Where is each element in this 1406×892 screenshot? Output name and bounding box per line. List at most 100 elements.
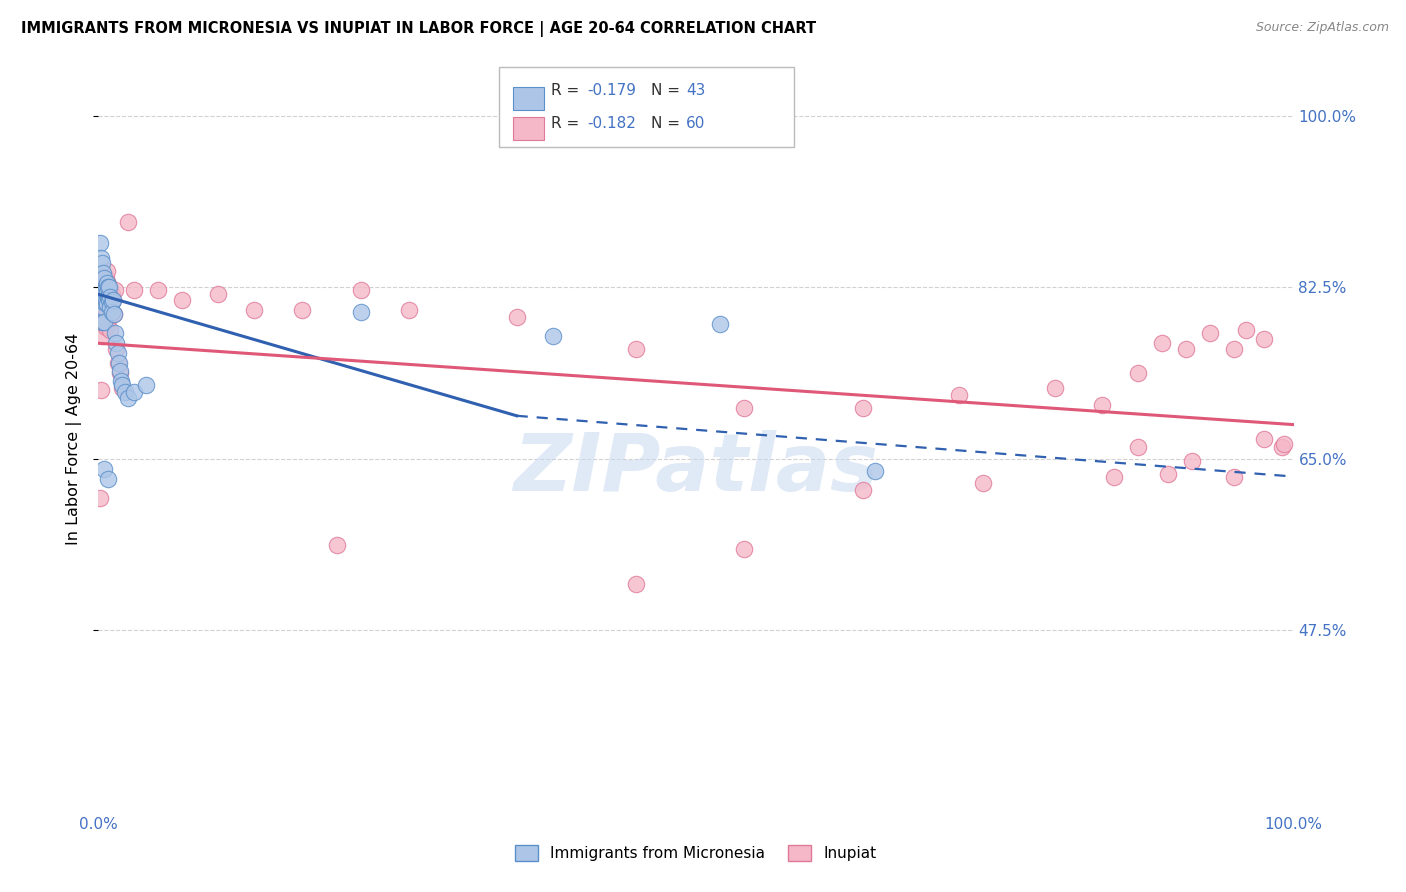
Text: R =: R = bbox=[551, 116, 585, 131]
Point bbox=[1271, 440, 1294, 454]
Point bbox=[1128, 366, 1150, 380]
Text: -0.179: -0.179 bbox=[588, 83, 637, 98]
Point bbox=[103, 307, 125, 321]
Point bbox=[1253, 332, 1275, 346]
Point bbox=[1272, 437, 1295, 451]
Point bbox=[541, 329, 564, 343]
Text: R =: R = bbox=[551, 83, 585, 98]
Point bbox=[350, 284, 373, 298]
Point bbox=[148, 284, 170, 298]
Point bbox=[626, 342, 648, 356]
Text: IMMIGRANTS FROM MICRONESIA VS INUPIAT IN LABOR FORCE | AGE 20-64 CORRELATION CHA: IMMIGRANTS FROM MICRONESIA VS INUPIAT IN… bbox=[21, 21, 817, 37]
Point bbox=[96, 297, 118, 311]
Point bbox=[101, 293, 124, 307]
Point bbox=[852, 483, 875, 498]
Point bbox=[1104, 469, 1126, 483]
Point bbox=[117, 391, 139, 405]
Point bbox=[972, 476, 994, 491]
Point bbox=[1223, 469, 1246, 483]
Point bbox=[96, 264, 118, 278]
Point bbox=[96, 285, 118, 300]
Point bbox=[105, 336, 128, 351]
Point bbox=[108, 366, 131, 380]
Point bbox=[98, 290, 122, 304]
Point bbox=[97, 277, 120, 292]
Point bbox=[94, 280, 117, 294]
Point bbox=[97, 471, 120, 485]
Point bbox=[243, 302, 266, 317]
Point bbox=[91, 300, 114, 314]
Text: N =: N = bbox=[651, 83, 685, 98]
Point bbox=[852, 401, 875, 415]
Point bbox=[94, 270, 117, 285]
Point bbox=[506, 310, 529, 324]
Point bbox=[97, 312, 120, 326]
Point bbox=[93, 461, 115, 475]
Point bbox=[865, 464, 887, 478]
Point bbox=[1175, 342, 1198, 356]
Point bbox=[1128, 440, 1150, 454]
Point bbox=[93, 270, 115, 285]
Point bbox=[1043, 381, 1066, 395]
Point bbox=[107, 356, 129, 370]
Point bbox=[96, 276, 118, 290]
Text: Source: ZipAtlas.com: Source: ZipAtlas.com bbox=[1256, 21, 1389, 34]
Point bbox=[135, 378, 157, 392]
Point bbox=[111, 381, 134, 395]
Point bbox=[111, 378, 134, 392]
Point bbox=[709, 317, 731, 331]
Point bbox=[107, 346, 129, 360]
Point bbox=[94, 295, 117, 310]
Point bbox=[90, 384, 112, 398]
Point bbox=[1234, 322, 1257, 336]
Point bbox=[98, 280, 121, 294]
Point bbox=[291, 302, 314, 317]
Point bbox=[100, 305, 122, 319]
Point bbox=[124, 385, 146, 400]
Text: 60: 60 bbox=[686, 116, 706, 131]
Point bbox=[1157, 467, 1180, 481]
Point bbox=[98, 300, 122, 314]
Point bbox=[398, 302, 420, 317]
Point bbox=[104, 326, 127, 341]
Point bbox=[91, 315, 114, 329]
Point bbox=[948, 388, 970, 402]
Point bbox=[98, 293, 121, 307]
Point bbox=[101, 293, 124, 307]
Point bbox=[89, 491, 111, 505]
Text: 43: 43 bbox=[686, 83, 706, 98]
Point bbox=[91, 285, 114, 300]
Point bbox=[1152, 336, 1174, 351]
Point bbox=[93, 295, 115, 310]
Point bbox=[91, 256, 114, 270]
Point bbox=[97, 290, 120, 304]
Text: -0.182: -0.182 bbox=[588, 116, 637, 131]
Point bbox=[90, 285, 112, 300]
Point bbox=[117, 215, 139, 229]
Point bbox=[89, 236, 111, 251]
Point bbox=[98, 284, 122, 298]
Point bbox=[350, 305, 373, 319]
Point bbox=[91, 315, 114, 329]
Point bbox=[98, 285, 121, 300]
Point bbox=[105, 342, 128, 356]
Point bbox=[93, 315, 115, 329]
Point bbox=[107, 356, 129, 370]
Point bbox=[94, 319, 117, 334]
Legend: Immigrants from Micronesia, Inupiat: Immigrants from Micronesia, Inupiat bbox=[509, 839, 883, 867]
Point bbox=[172, 293, 194, 307]
Point bbox=[326, 538, 349, 552]
Point bbox=[97, 280, 120, 294]
Point bbox=[1181, 454, 1204, 468]
Point bbox=[626, 577, 648, 591]
Point bbox=[1091, 398, 1114, 412]
Point bbox=[91, 305, 114, 319]
Point bbox=[96, 305, 118, 319]
Point bbox=[103, 307, 125, 321]
Point bbox=[100, 287, 122, 301]
Point bbox=[1253, 432, 1275, 446]
Point bbox=[110, 374, 132, 388]
Point bbox=[93, 280, 115, 294]
Point bbox=[733, 542, 755, 557]
Point bbox=[733, 401, 755, 415]
